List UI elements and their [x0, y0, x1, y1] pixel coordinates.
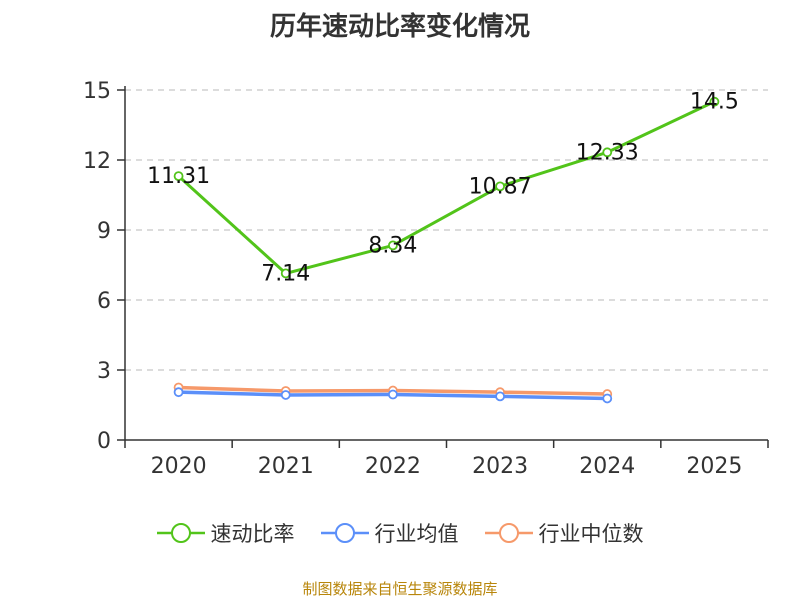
data-point[interactable] — [388, 240, 398, 251]
data-point[interactable] — [709, 96, 720, 107]
source-note: 制图数据来自恒生聚源数据库 — [302, 580, 498, 598]
legend-item-industry-mean[interactable]: 行业均值 — [320, 518, 459, 548]
x-tick-label: 2025 — [686, 454, 742, 479]
y-tick-label: 15 — [83, 79, 111, 104]
data-label: 14.5 — [690, 90, 739, 115]
data-point[interactable] — [388, 389, 398, 400]
data-label: 10.87 — [469, 174, 532, 199]
grid-lines — [125, 89, 768, 371]
legend-label-industry-mean: 行业均值 — [374, 522, 459, 546]
data-point[interactable] — [602, 147, 613, 158]
data-label: 12.33 — [576, 140, 639, 165]
x-tick-label: 2021 — [258, 454, 314, 479]
data-point[interactable] — [495, 391, 505, 402]
x-tick-label: 2023 — [472, 454, 528, 479]
data-point[interactable] — [495, 181, 505, 192]
legend-marker-quick-ratio — [156, 523, 205, 543]
legend-marker-industry-median — [484, 523, 533, 543]
axes: 0 3 6 9 12 15 2020 2021 2022 2023 2024 2025 — [83, 79, 769, 479]
legend-label-quick-ratio: 速动比率 — [210, 522, 295, 546]
data-point[interactable] — [602, 393, 613, 404]
chart-title: 历年速动比率变化情况 — [269, 12, 530, 42]
data-label: 8.34 — [368, 233, 417, 258]
x-tick-label: 2024 — [579, 454, 635, 479]
legend: 速动比率 行业均值 行业中位数 — [0, 518, 800, 548]
legend-label-industry-median: 行业中位数 — [538, 522, 644, 546]
legend-item-quick-ratio[interactable]: 速动比率 — [156, 518, 295, 548]
x-tick-label: 2020 — [151, 454, 207, 479]
data-point[interactable] — [173, 387, 184, 398]
data-point[interactable] — [280, 390, 291, 400]
data-point[interactable] — [280, 268, 291, 279]
data-labels: 11.31 7.14 8.34 10.87 12.33 14.5 — [147, 90, 739, 287]
x-tick-label: 2022 — [365, 454, 421, 479]
legend-item-industry-median[interactable]: 行业中位数 — [484, 518, 644, 548]
data-label: 11.31 — [147, 164, 210, 189]
data-label: 7.14 — [261, 261, 310, 286]
y-tick-label: 12 — [83, 149, 111, 174]
data-point[interactable] — [173, 171, 184, 182]
y-tick-label: 3 — [97, 359, 111, 384]
y-tick-label: 9 — [97, 219, 111, 244]
y-tick-label: 0 — [97, 429, 111, 454]
y-tick-label: 6 — [97, 289, 111, 314]
series — [173, 96, 720, 404]
series-line-0 — [177, 100, 716, 275]
legend-marker-industry-mean — [320, 523, 369, 543]
